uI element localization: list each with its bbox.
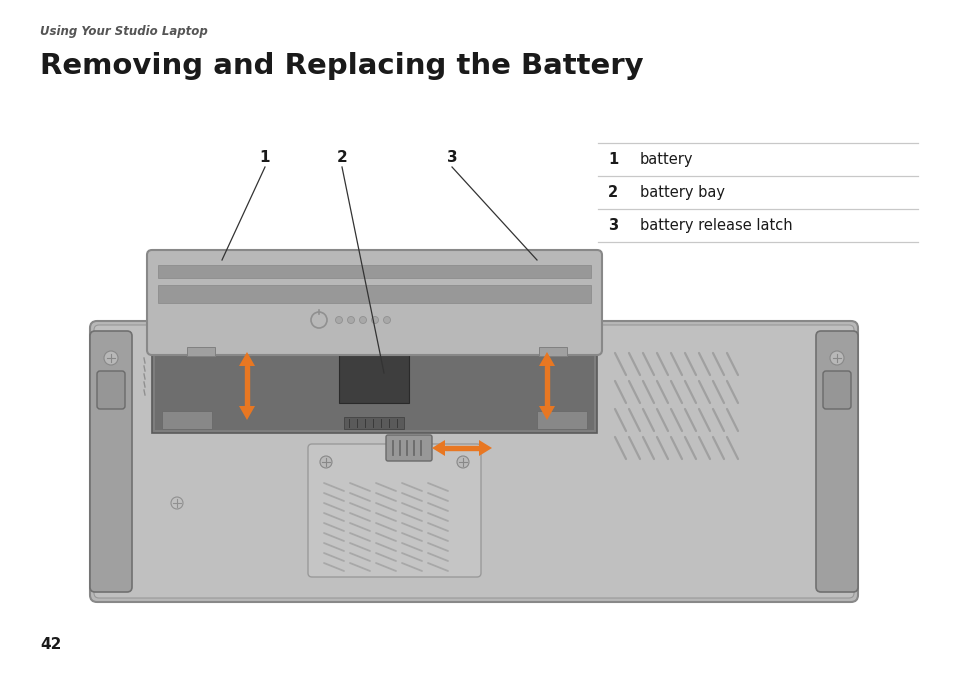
Bar [338,353,409,403]
Text: battery bay: battery bay [639,185,724,200]
Bar [444,446,478,450]
Polygon shape [239,406,254,420]
Bar [187,347,214,356]
Bar [344,417,403,429]
Circle shape [335,317,342,324]
FancyBboxPatch shape [94,325,853,598]
Text: battery release latch: battery release latch [639,218,792,233]
Polygon shape [478,440,492,456]
Circle shape [171,497,183,509]
Text: 1: 1 [607,152,618,167]
Bar [245,366,249,406]
FancyBboxPatch shape [308,444,480,577]
Text: Removing and Replacing the Battery: Removing and Replacing the Battery [40,52,643,80]
Text: 3: 3 [607,218,618,233]
Text: 42: 42 [40,637,61,652]
FancyBboxPatch shape [386,435,432,461]
Text: battery: battery [639,152,693,167]
Bar [537,411,586,429]
FancyBboxPatch shape [90,321,857,602]
FancyBboxPatch shape [147,250,601,355]
FancyBboxPatch shape [815,331,857,592]
Text: 1: 1 [259,150,270,165]
Circle shape [829,351,843,365]
FancyBboxPatch shape [97,371,125,409]
Circle shape [319,456,332,468]
FancyBboxPatch shape [90,331,132,592]
Circle shape [104,351,118,365]
Bar [158,285,590,303]
Bar [162,411,212,429]
Text: Using Your Studio Laptop: Using Your Studio Laptop [40,25,208,38]
FancyBboxPatch shape [822,371,850,409]
Bar [545,366,548,406]
Bar [158,265,590,278]
Bar [538,347,566,356]
Circle shape [347,317,355,324]
Text: 2: 2 [336,150,347,165]
Circle shape [359,317,366,324]
Bar [154,336,594,430]
Polygon shape [432,440,444,456]
Circle shape [371,317,378,324]
Circle shape [456,456,469,468]
Text: 2: 2 [607,185,618,200]
Bar [152,333,597,433]
Polygon shape [538,352,555,366]
Polygon shape [538,406,555,420]
Text: 3: 3 [446,150,456,165]
Polygon shape [239,352,254,366]
Circle shape [383,317,390,324]
